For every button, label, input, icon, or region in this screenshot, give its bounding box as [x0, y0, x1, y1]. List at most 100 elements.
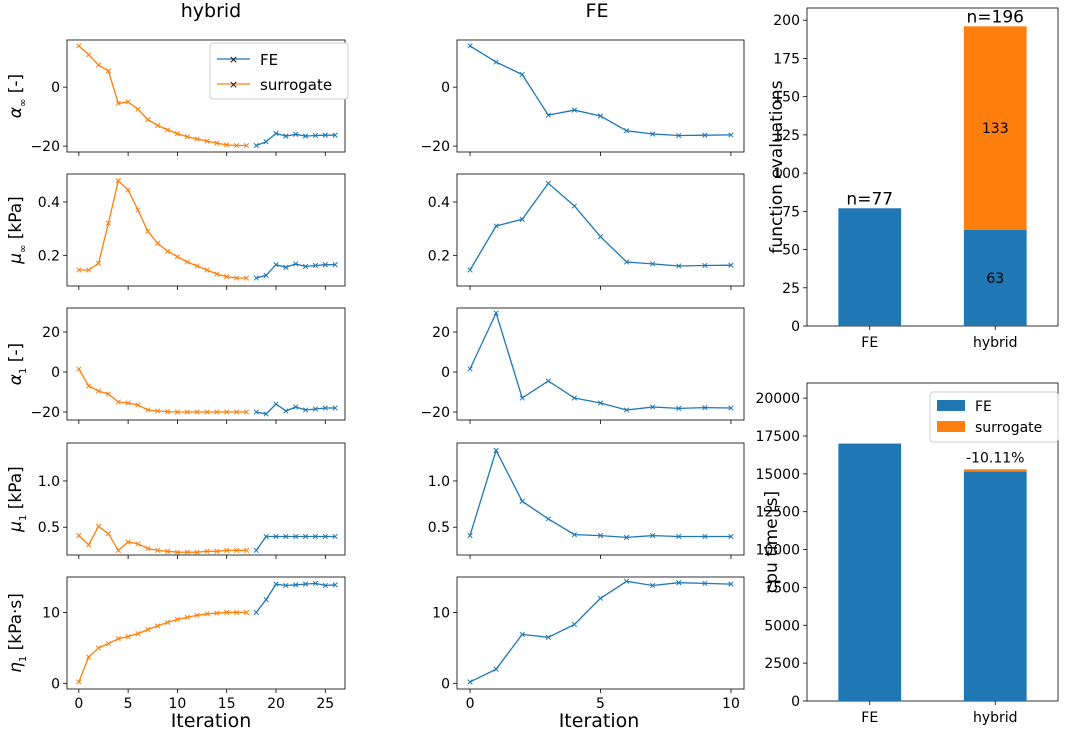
hybrid-alpha-inf-surrogate-point [174, 131, 181, 137]
fe-alpha-inf-ytick-label: 0 [441, 80, 450, 96]
hybrid-mu-1-surrogate-line [78, 525, 247, 553]
hybrid-alpha-inf-surrogate-point [105, 68, 112, 74]
fe-mu-inf-fe-point [571, 203, 578, 209]
hybrid-mu-inf-fe-point [302, 263, 309, 270]
hybrid-eta-1-surrogate-point [194, 612, 200, 618]
hybrid-alpha-inf-surrogate-point [155, 122, 161, 129]
fe-alpha-inf-fe-point [702, 132, 708, 138]
fe-alpha-inf-fe-point [467, 43, 473, 49]
cpu-time-ytick-label: 2500 [764, 656, 800, 672]
hybrid-mu-1-ytick-label: 1.0 [38, 474, 60, 490]
hybrid-alpha-inf-ytick-label: −20 [30, 139, 60, 155]
hybrid-mu-inf-surrogate-point [86, 267, 92, 273]
hybrid-mu-1-fe-point [332, 533, 338, 540]
hybrid-alpha-1-surrogate-point [115, 399, 121, 405]
annotation-n-hybrid: n=196 [967, 7, 1024, 27]
fe-alpha-inf-fe-point [728, 132, 734, 138]
hybrid-column-title: hybrid [181, 0, 242, 22]
fe-mu-1-fe-point [623, 534, 630, 541]
hybrid-mu-1-surrogate-point [115, 547, 121, 554]
cpu-time-xtick-label: FE [861, 710, 878, 726]
function-evaluations-bar-hybrid-surrogate [963, 26, 1027, 230]
fe-mu-inf-fe-point [676, 263, 682, 269]
hybrid-mu-1-surrogate-point [214, 548, 220, 554]
hybrid-alpha-1-surrogate-point [135, 402, 141, 408]
hybrid-alpha-1-ytick-label: −20 [30, 405, 60, 421]
fe-alpha-1-ytick-label: 0 [441, 365, 450, 381]
fe-mu-inf-fe-point [467, 267, 473, 273]
fe-eta-1-frame [456, 576, 745, 690]
hybrid-mu-inf-fe-point [293, 261, 299, 267]
fe-mu-1-fe-point [676, 533, 682, 540]
hybrid-alpha-inf-fe-point [283, 133, 289, 139]
fe-mu-inf-fe-point [650, 261, 656, 267]
hybrid-alpha-1-fe-point [312, 406, 319, 412]
hybrid-mu-inf-ytick-label: 0.2 [38, 248, 60, 264]
fe-alpha-1-fe-point [597, 400, 604, 406]
hybrid-alpha-inf-surrogate-point [125, 99, 131, 105]
function-evaluations-bar-hybrid-fe [963, 229, 1027, 326]
hybrid-mu-inf-surrogate-point [135, 207, 141, 213]
fe-alpha-1-fe-point [728, 405, 734, 411]
hybrid-eta-1-surrogate-point [243, 609, 250, 616]
function-evaluations-ytick-label: 150 [773, 90, 800, 106]
hybrid-alpha-1-surrogate-point [214, 409, 220, 415]
hybrid-alpha-inf-fe-point [332, 132, 338, 138]
fe-eta-1-fe-point [545, 634, 551, 640]
hybrid-mu-1-surrogate-point [155, 547, 161, 554]
function-evaluations-ytick-label: 125 [773, 128, 800, 144]
fe-mu-1-ytick-label: 0.5 [428, 520, 450, 536]
legend-cpu-fe-label: FE [975, 399, 992, 415]
hybrid-eta-1-xtick-label: 10 [168, 696, 186, 712]
fe-mu-inf-frame [456, 173, 745, 287]
hybrid-eta-1-fe-point [283, 582, 289, 589]
fe-alpha-inf-fe-point [597, 113, 604, 119]
fe-eta-1-ytick-label: 0 [441, 676, 450, 692]
hybrid-alpha-1-surrogate-point [155, 408, 161, 414]
fe-alpha-1-ytick-label: 20 [432, 325, 450, 341]
hybrid-alpha-inf-surrogate-point [224, 142, 230, 148]
function-evaluations-ytick-label: 50 [782, 243, 800, 259]
fe-eta-1-fe-point [519, 631, 525, 638]
hybrid-eta-1-surrogate-point [86, 654, 92, 660]
fe-mu-inf-ytick-label: 0.2 [428, 248, 450, 264]
fe-mu-1-fe-point [702, 533, 708, 540]
fe-mu-1-fe-point [728, 533, 734, 540]
hybrid-alpha-inf-fe-point [293, 131, 299, 137]
hybrid-alpha-1-surrogate-point [184, 409, 190, 415]
fe-alpha-inf-fe-point [493, 59, 499, 65]
hybrid-mu-1-fe-point [312, 533, 319, 540]
hybrid-eta-1-fe-point [263, 597, 269, 603]
hybrid-eta-1-surrogate-point [233, 609, 240, 616]
fe-eta-1-fe-line [469, 580, 732, 683]
hybrid-alpha-1-surrogate-point [174, 409, 181, 415]
hybrid-mu-inf-surrogate-point [194, 263, 200, 269]
fe-eta-1-fe-point [650, 582, 656, 589]
hybrid-alpha-1-fe-point [332, 405, 338, 411]
hybrid-mu-1-surrogate-point [86, 542, 92, 548]
hybrid-eta-1-fe-point [293, 582, 299, 588]
ylabel-hybrid-mu-1: μ1 [kPa] [6, 466, 29, 533]
hybrid-mu-inf-surrogate-point [174, 254, 181, 260]
hybrid-mu-inf-fe-point [263, 272, 269, 278]
hybrid-mu-inf-surrogate-point [115, 178, 121, 184]
fe-eta-1-fe-point [597, 595, 604, 601]
hybrid-eta-1-fe-point [322, 582, 328, 589]
ylabel-function-evaluations: function evaluations [767, 80, 787, 253]
hybrid-eta-1-surrogate-point [125, 633, 131, 640]
hybrid-mu-1-surrogate-point [145, 545, 151, 552]
fe-eta-1-fe-point [571, 621, 578, 628]
hybrid-mu-inf-fe-point [322, 262, 328, 268]
cpu-time-xtick-label: hybrid [973, 710, 1018, 726]
fe-mu-1-fe-point [519, 498, 525, 504]
hybrid-eta-1-xtick-label: 5 [124, 696, 133, 712]
hybrid-mu-inf-surrogate-point [164, 248, 171, 254]
hybrid-alpha-1-surrogate-point [243, 409, 250, 415]
fe-alpha-inf-ytick-label: −20 [420, 139, 450, 155]
hybrid-mu-1-surrogate-point [174, 549, 181, 555]
hybrid-alpha-inf-surrogate-point [86, 52, 92, 58]
fe-mu-inf-fe-point [728, 262, 734, 268]
hybrid-eta-1-surrogate-point [214, 610, 220, 616]
hybrid-alpha-1-fe-point [263, 411, 269, 417]
hybrid-alpha-1-fe-point [273, 401, 279, 407]
